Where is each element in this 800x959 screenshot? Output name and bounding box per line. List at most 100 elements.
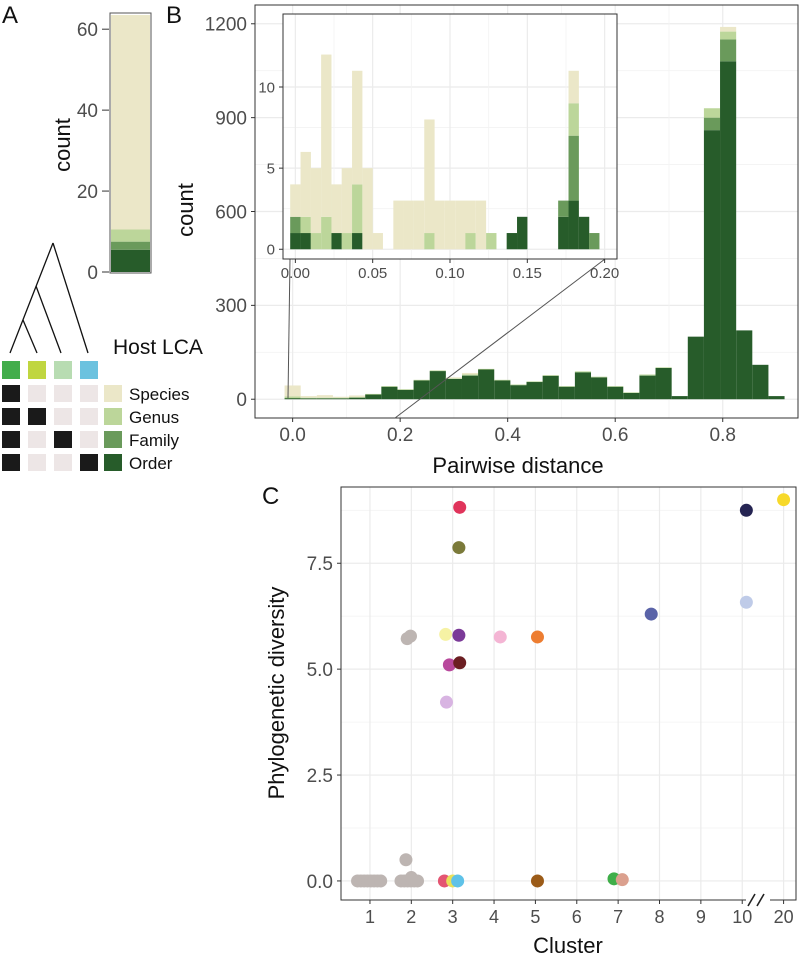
host-dendrogram [9, 242, 89, 354]
inset-bar-family [290, 216, 301, 234]
inset-bar-species [413, 200, 425, 250]
panel-b-bar-order [510, 385, 527, 400]
inset-bar-species [331, 184, 342, 234]
panel-a-stacked-bar [111, 15, 150, 272]
inset-bar-species [321, 54, 332, 217]
panel-b-bar-order [655, 367, 672, 400]
host-matrix-cell [80, 408, 98, 425]
panel-b-y-tick-label: 600 [215, 202, 247, 223]
panel-b-bar-genus [413, 379, 430, 381]
panel-b-bar-order [332, 398, 350, 400]
zoom-line-right [394, 258, 606, 419]
inset-bar-species [475, 200, 487, 250]
panel-a-y-tick-label: 40 [77, 101, 98, 122]
host-matrix-cell [54, 408, 72, 425]
inset-bar-family [568, 135, 579, 201]
inset-bar-order [506, 233, 518, 250]
panel-c-x-tick-label: 6 [572, 907, 582, 927]
host-matrix-cell [80, 454, 98, 471]
panel-b-x-tick-label: 0.2 [387, 425, 413, 446]
panel-b-bar-order [381, 386, 398, 400]
panel-b-bar-genus [510, 384, 527, 386]
inset-bar-species [455, 200, 466, 250]
panel-c-x-tick-label: 2 [406, 907, 416, 927]
inset-bar-genus [465, 233, 476, 250]
panel-b-bar-family [703, 117, 721, 131]
host-matrix-cell [28, 385, 46, 402]
inset-bar-order [578, 216, 590, 250]
panel-b-bar-order [687, 336, 704, 400]
legend-label-genus: Genus [129, 408, 179, 427]
panel-b-bar-genus [381, 386, 398, 387]
inset-bar-family [589, 233, 600, 250]
inset-bar-order [300, 233, 311, 250]
panel-b-bar-family [284, 397, 301, 399]
inset-histogram [290, 54, 600, 250]
panel-b-bar-genus [574, 371, 592, 373]
panel-c-point [777, 493, 791, 507]
inset-x-tick-label: 0.05 [358, 265, 387, 282]
panel-c-ticks: 0.0 2.5 5.0 7.5 1 2 3 4 5 6 7 8 9 10 20 [307, 554, 794, 927]
panel-b-bar-order [461, 375, 479, 400]
host-matrix-cell [80, 385, 98, 402]
panel-c-point [439, 695, 453, 709]
panel-c-point [403, 629, 417, 643]
panel-b-bar-order [397, 389, 414, 400]
panel-b-bar-order [623, 392, 640, 400]
inset-border [282, 13, 618, 260]
host-matrix-cell [2, 408, 20, 425]
legend-swatch-genus [104, 408, 122, 425]
panel-b-bar-species [720, 26, 737, 32]
panel-b-bar-genus [623, 392, 640, 393]
panel-b-bar-species [300, 396, 317, 398]
panel-c-point [404, 871, 418, 885]
host-matrix-cell [80, 431, 98, 448]
panel-b-bar-order [736, 330, 753, 400]
host-matrix-cell [2, 385, 20, 402]
host-matrix-cell [2, 454, 20, 471]
inset-bar-species [424, 119, 435, 234]
panel-b-bar-order [752, 364, 769, 400]
legend-label-family: Family [129, 431, 180, 450]
inset-bar-order [568, 200, 579, 250]
panel-b-x-label: Pairwise distance [432, 453, 603, 478]
inset-bar-genus [310, 233, 322, 250]
lca-color-blue [80, 361, 98, 379]
panel-b-bar-family [639, 375, 656, 376]
panel-b-bar-order [445, 378, 462, 400]
panel-a-y-label: count [50, 118, 75, 172]
panel-a-bar-outline [109, 12, 152, 274]
panel-b-bar-genus [365, 393, 382, 395]
panel-b-bar-genus [655, 367, 672, 368]
inset-bar-species [310, 168, 322, 234]
panel-b-bar-genus [461, 374, 479, 376]
panel-c-point [442, 658, 456, 672]
panel-b-bar-species [332, 396, 350, 398]
inset-bar-genus [300, 216, 311, 234]
host-matrix-cell [54, 431, 72, 448]
panel-c-y-tick-label: 0.0 [307, 872, 333, 893]
panel-b-bar-family [574, 372, 592, 373]
panel-b-bar-genus [300, 397, 317, 399]
panel-b-bar-order [574, 372, 592, 400]
panel-c-point [530, 874, 544, 888]
panel-b-bar-order [768, 396, 785, 400]
inset-bar-species [300, 151, 311, 217]
panel-c-y-label: Phylogenetic diversity [264, 587, 289, 800]
panel-b-bar-order [720, 61, 737, 400]
panel-c-point [374, 874, 388, 888]
inset-bar-genus [352, 184, 363, 234]
panel-b-histogram [284, 26, 785, 400]
inset-bar-species [341, 168, 353, 234]
lca-color-green [2, 361, 20, 379]
panel-b-bar-genus [429, 370, 446, 372]
panel-b-bar-order [316, 398, 333, 400]
panel-b-bar-order [284, 398, 301, 400]
panel-c-point [451, 874, 465, 888]
panel-a-y-tick-label: 20 [77, 182, 98, 203]
host-matrix-cell [54, 454, 72, 471]
inset-bar-order [331, 233, 342, 250]
panel-c-x-tick-label: 20 [774, 907, 794, 927]
legend-swatch-family [104, 431, 122, 448]
inset-y-tick-label: 10 [258, 79, 275, 96]
